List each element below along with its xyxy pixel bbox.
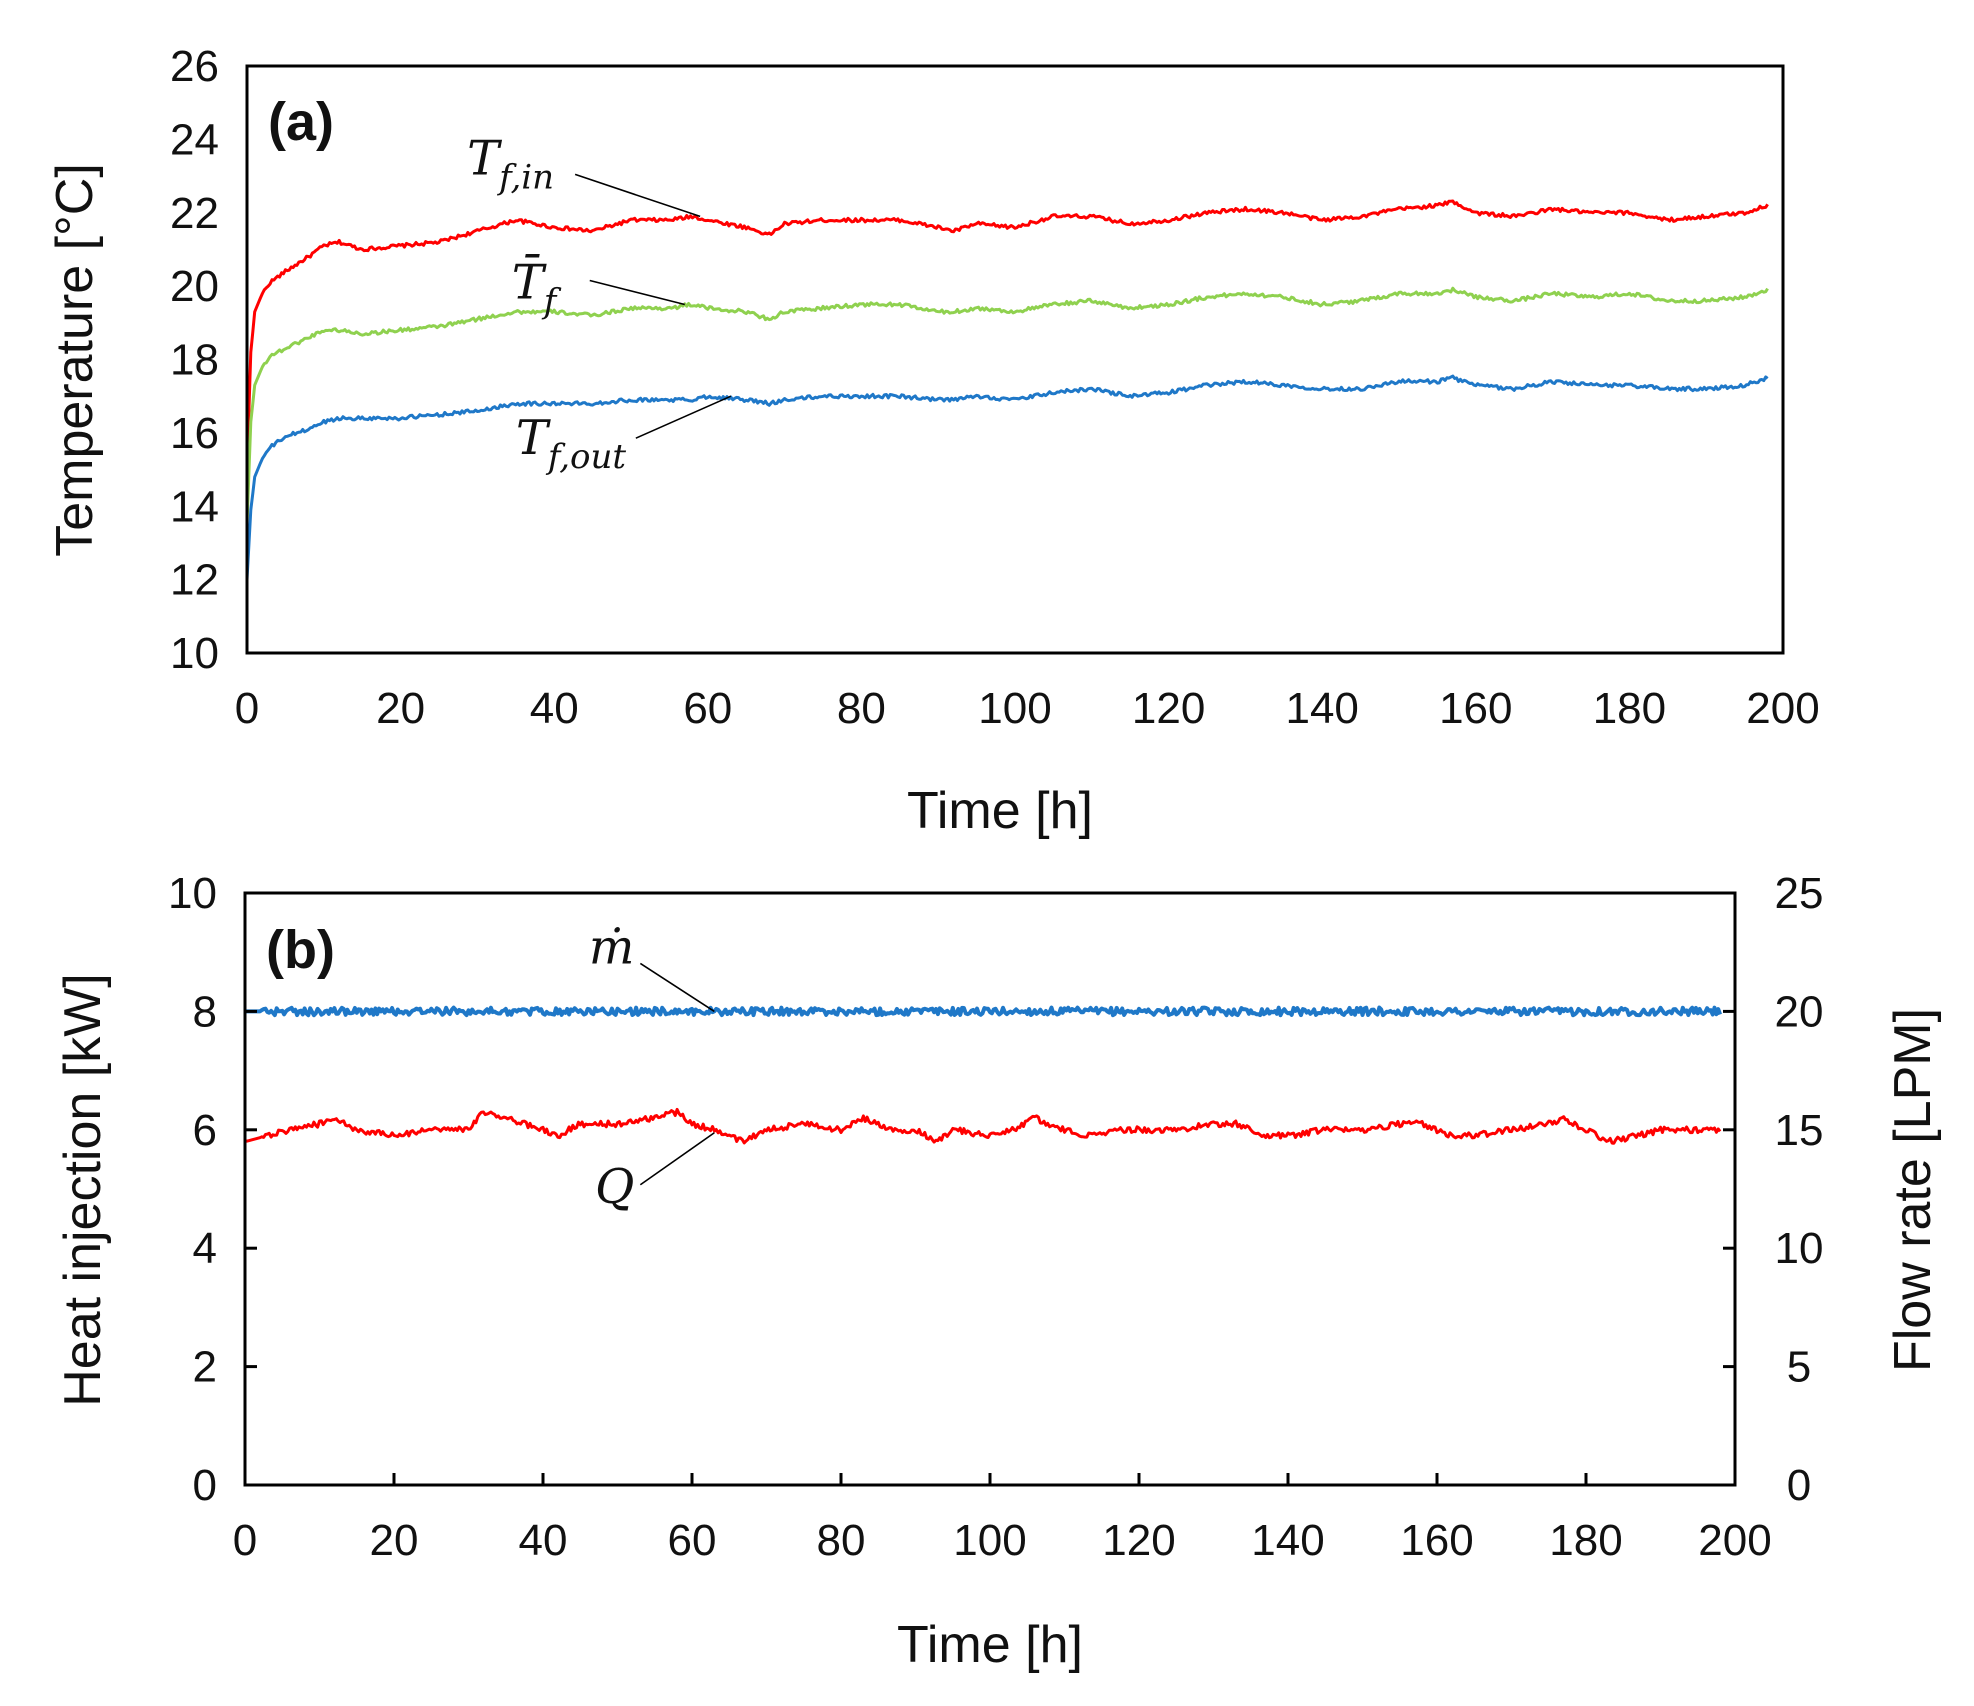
a-ytick-label: 20: [170, 262, 219, 311]
a-annotation-t-f-out-label: Tf,out: [516, 410, 627, 477]
b-y2tick-label: 15: [1775, 1106, 1824, 1155]
panel-b-plot-frame: [243, 891, 1737, 1487]
a-annotation-leader: [635, 395, 732, 439]
a-xtick-label: 40: [530, 684, 579, 733]
a-ytick-label: 14: [170, 482, 219, 531]
b-xtick-label: 180: [1549, 1516, 1622, 1565]
a-series-t-f-in-line: [245, 199, 1769, 470]
a-xtick-label: 20: [376, 684, 425, 733]
a-xtick-label: 160: [1439, 684, 1512, 733]
panel-b-right-y-axis-label: Flow rate [LPM]: [1884, 1008, 1942, 1372]
a-xtick-label: 0: [235, 684, 259, 733]
a-ytick-label: 12: [170, 556, 219, 605]
b-y2tick-label: 5: [1787, 1343, 1811, 1392]
panel-b-right-y-ticks: 0 5 10 15 20 25: [1723, 869, 1823, 1510]
panel-a-y-axis-label: Temperature [°C]: [46, 163, 104, 557]
a-annotation-leader: [589, 279, 685, 306]
b-annotation-leader: [639, 962, 715, 1013]
b-xtick-label: 40: [519, 1516, 568, 1565]
a-ytick-label: 10: [170, 629, 219, 678]
panel-b-x-ticks: 0 20 40 60 80 100 120 140 160 180 200: [233, 1473, 1772, 1565]
panel-a-series-group: [245, 199, 1769, 580]
panel-a-annotations: Tf,inT̄fTf,out: [467, 130, 732, 477]
b-xtick-label: 0: [233, 1516, 257, 1565]
panel-a-y-ticks: 10 12 14 16 18 20 22 24 26: [170, 42, 219, 678]
b-xtick-label: 20: [370, 1516, 419, 1565]
b-y2tick-label: 20: [1775, 987, 1824, 1036]
a-ytick-label: 18: [170, 336, 219, 385]
b-y2tick-label: 10: [1775, 1224, 1824, 1273]
a-series-t-f-line: [245, 286, 1769, 525]
a-xtick-label: 120: [1132, 684, 1205, 733]
panel-a: 10 12 14 16 18 20 22 24 26 0 20 40 60 80 100 120 140 160…: [46, 42, 1820, 840]
b-y2tick-label: 25: [1775, 869, 1824, 918]
a-ytick-label: 22: [170, 189, 219, 238]
b-series-series-line: [244, 1005, 1722, 1018]
b-xtick-label: 160: [1400, 1516, 1473, 1565]
panel-b-annotations: ṁQ: [589, 919, 715, 1215]
b-xtick-label: 60: [668, 1516, 717, 1565]
panel-a-x-axis-label: Time [h]: [907, 782, 1093, 840]
b-ytick-label: 2: [193, 1343, 217, 1392]
a-xtick-label: 180: [1593, 684, 1666, 733]
b-ytick-label: 0: [193, 1461, 217, 1510]
b-y2tick-label: 0: [1787, 1461, 1811, 1510]
b-xtick-label: 120: [1102, 1516, 1175, 1565]
panel-b-label: (b): [266, 920, 335, 980]
panel-a-plot-frame: [245, 64, 1785, 655]
panel-b-left-y-ticks: 0 2 4 6 8 10: [168, 869, 257, 1510]
b-xtick-label: 140: [1251, 1516, 1324, 1565]
b-ytick-label: 8: [193, 987, 217, 1036]
panel-b-left-y-axis-label: Heat injection [kW]: [54, 973, 112, 1407]
b-annotation-series-label: ṁ: [589, 919, 635, 975]
a-annotation-leader: [574, 173, 701, 218]
b-xtick-label: 80: [817, 1516, 866, 1565]
b-ytick-label: 10: [168, 869, 217, 918]
a-xtick-label: 80: [837, 684, 886, 733]
a-ytick-label: 24: [170, 115, 219, 164]
a-annotation-t-f-in-label: Tf,in: [467, 130, 554, 197]
b-xtick-label: 100: [953, 1516, 1026, 1565]
panel-b-series-group: [244, 1005, 1722, 1145]
a-xtick-label: 100: [978, 684, 1051, 733]
a-ytick-label: 16: [170, 409, 219, 458]
a-series-t-f-out-line: [245, 374, 1769, 580]
a-ytick-label: 26: [170, 42, 219, 91]
panel-b-x-axis-label: Time [h]: [897, 1616, 1083, 1674]
a-xtick-label: 60: [683, 684, 732, 733]
panel-b: 0 2 4 6 8 10 0 5 10 15 20 25 0 20 40 60 80 100 120 140 160…: [54, 869, 1942, 1674]
panel-a-x-ticks: 0 20 40 60 80 100 120 140 160 180 200: [235, 684, 1820, 733]
a-xtick-label: 200: [1746, 684, 1819, 733]
b-ytick-label: 4: [193, 1224, 217, 1273]
panel-a-label: (a): [268, 92, 334, 152]
b-xtick-label: 200: [1698, 1516, 1771, 1565]
b-annotation-q-label: Q: [595, 1159, 634, 1215]
b-series-q-line: [244, 1107, 1722, 1145]
a-xtick-label: 140: [1285, 684, 1358, 733]
b-annotation-leader: [639, 1132, 715, 1186]
b-ytick-label: 6: [193, 1106, 217, 1155]
